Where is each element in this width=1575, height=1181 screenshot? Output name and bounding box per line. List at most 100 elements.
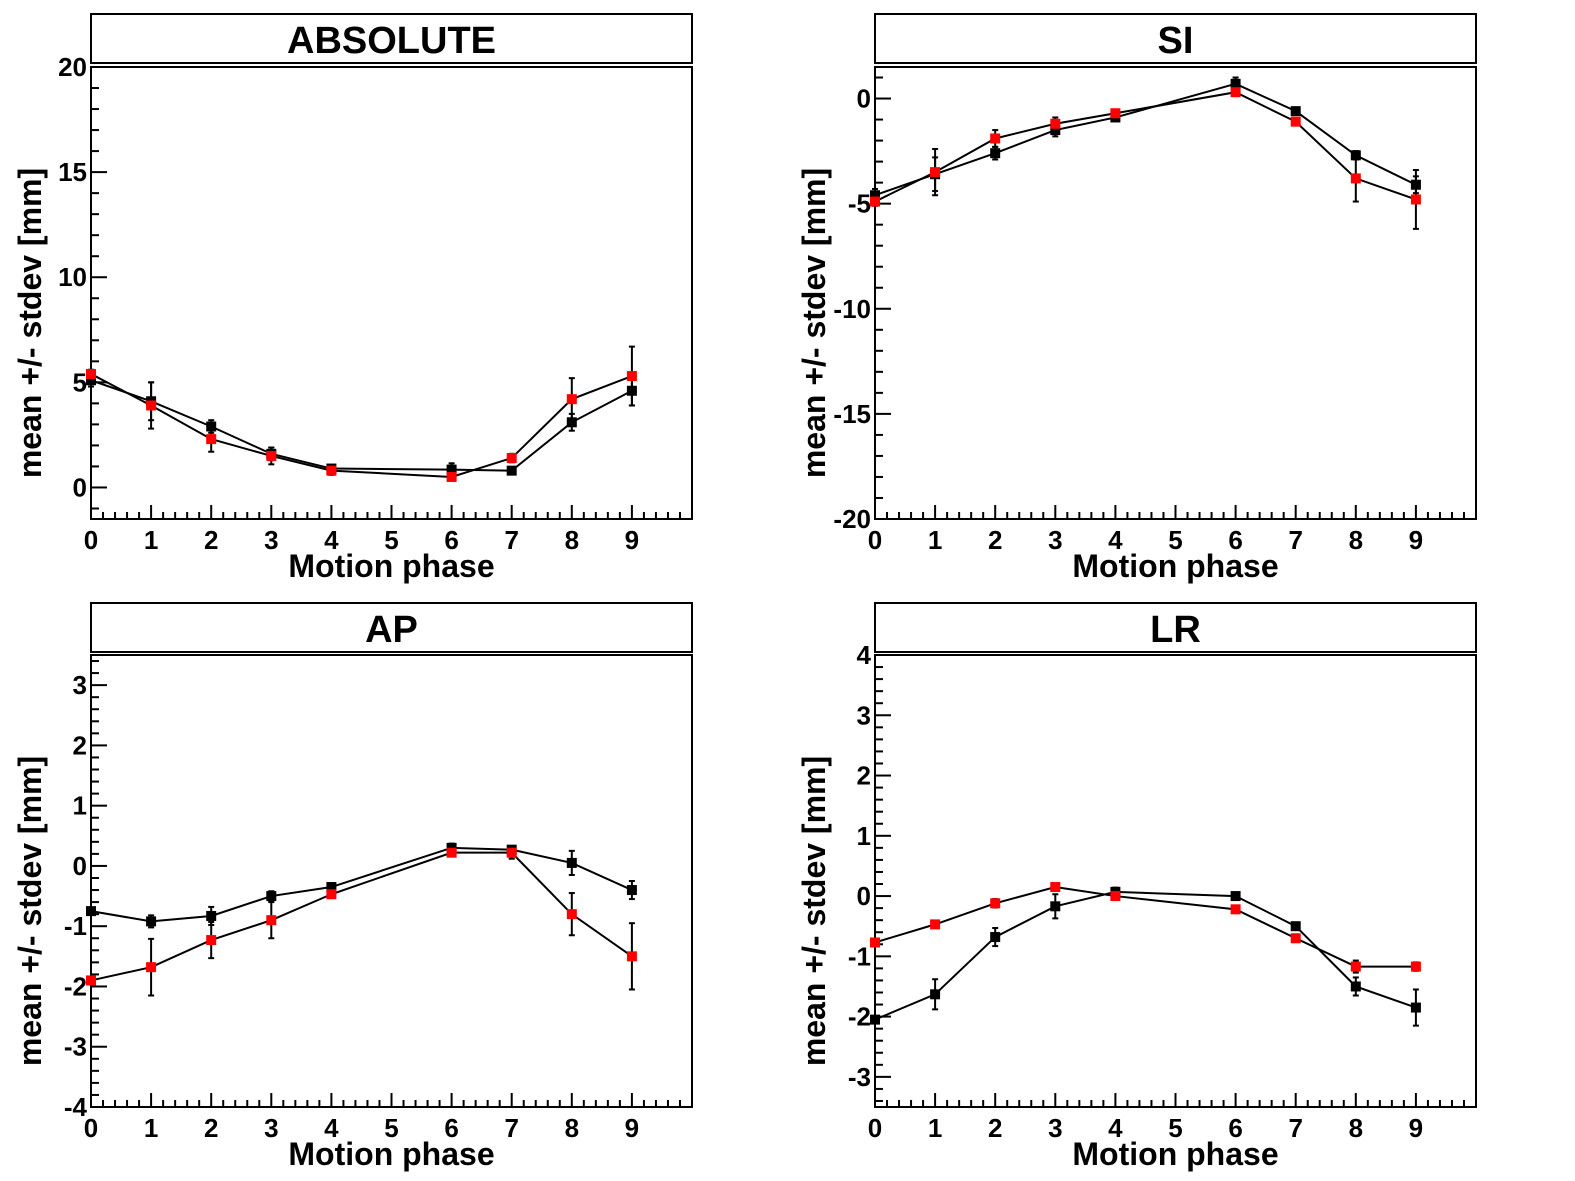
data-point [990, 898, 1001, 909]
x-axis-label: Motion phase [288, 1136, 494, 1172]
series-red [870, 87, 1421, 230]
y-tick-label: 3 [857, 700, 871, 730]
series-black [86, 372, 637, 477]
x-tick-label: 8 [565, 1113, 579, 1143]
data-point [566, 417, 577, 428]
data-point [1350, 961, 1361, 972]
x-tick-label: 7 [504, 525, 518, 555]
data-point [146, 962, 157, 973]
x-tick-label: 8 [1349, 525, 1363, 555]
x-tick-label: 7 [1288, 1113, 1302, 1143]
data-point [870, 1014, 880, 1025]
data-point [930, 989, 941, 1000]
data-point [566, 394, 577, 405]
y-axis-label: mean +/- stdev [mm] [12, 168, 48, 478]
x-tick-label: 9 [1409, 525, 1423, 555]
series-line [874, 91, 1417, 203]
chart-panel-absolute: ABSOLUTE 0 1 2 3 4 5 6 7 8 9 0 5 10 15 20 Motion phase me… [12, 13, 693, 584]
x-tick-label: 5 [384, 1113, 398, 1143]
data-point [146, 400, 157, 411]
data-point [1230, 87, 1241, 98]
y-tick-label: -5 [848, 189, 871, 219]
x-tick-label: 5 [384, 525, 398, 555]
y-tick-label: 1 [857, 821, 871, 851]
data-point [1050, 118, 1061, 129]
data-point [566, 909, 577, 920]
data-point [206, 910, 217, 921]
series-line [90, 379, 633, 472]
data-point [1230, 891, 1241, 902]
data-point [146, 916, 157, 927]
data-point [1290, 116, 1301, 127]
data-point [86, 906, 96, 917]
y-tick-label: 1 [73, 791, 87, 821]
data-point [1230, 904, 1241, 915]
data-point [86, 368, 96, 379]
x-tick-label: 9 [625, 525, 639, 555]
y-axis-label: mean +/- stdev [mm] [796, 756, 832, 1066]
chart-title: SI [1158, 20, 1194, 62]
y-tick-label: -10 [833, 294, 871, 324]
x-tick-label: 4 [324, 525, 339, 555]
data-point [1230, 78, 1241, 89]
x-tick-label: 9 [625, 1113, 639, 1143]
y-tick-label: 2 [73, 730, 87, 760]
x-tick-label: 0 [84, 1113, 98, 1143]
x-axis-label: Motion phase [1072, 548, 1278, 584]
x-tick-label: 0 [868, 525, 882, 555]
data-point [1050, 901, 1061, 912]
series-line [874, 82, 1417, 197]
data-point [1290, 933, 1301, 944]
x-tick-label: 6 [444, 1113, 458, 1143]
y-tick-label: 2 [857, 761, 871, 791]
y-tick-label: -1 [64, 911, 87, 941]
x-tick-label: 6 [1228, 525, 1242, 555]
x-tick-label: 8 [565, 525, 579, 555]
x-tick-label: 0 [868, 1113, 882, 1143]
y-tick-label: 4 [857, 640, 872, 670]
data-point [1110, 891, 1121, 902]
data-point [1350, 173, 1361, 184]
data-point [1410, 1002, 1421, 1013]
y-tick-label: 0 [73, 472, 87, 502]
x-tick-label: 5 [1168, 1113, 1182, 1143]
series-black [870, 76, 1421, 203]
y-tick-label: -2 [848, 1002, 871, 1032]
x-tick-label: 6 [444, 525, 458, 555]
x-tick-label: 1 [928, 1113, 942, 1143]
x-tick-label: 3 [1048, 1113, 1062, 1143]
data-point [1050, 882, 1061, 893]
data-point [206, 434, 217, 445]
y-tick-label: -3 [848, 1062, 871, 1092]
y-tick-label: -3 [64, 1032, 87, 1062]
x-tick-label: 6 [1228, 1113, 1242, 1143]
y-axis-label: mean +/- stdev [mm] [796, 168, 832, 478]
series-red [870, 882, 1421, 974]
data-point [930, 167, 941, 178]
y-tick-label: 0 [857, 84, 871, 114]
y-tick-label: -1 [848, 941, 871, 971]
data-point [870, 196, 880, 207]
x-tick-label: 8 [1349, 1113, 1363, 1143]
chart-title: AP [365, 609, 418, 651]
x-tick-label: 0 [84, 525, 98, 555]
series-black [870, 886, 1421, 1027]
x-tick-label: 1 [928, 525, 942, 555]
data-point [266, 891, 277, 902]
series-line [90, 373, 633, 478]
x-tick-label: 5 [1168, 525, 1182, 555]
y-tick-label: 3 [73, 670, 87, 700]
plot-frame [90, 654, 693, 1108]
chart-panel-ap: AP 0 1 2 3 4 5 6 7 8 9 -4 -3 -2 -1 0 1 2 3 Motion phase mean… [12, 602, 693, 1172]
y-tick-label: -20 [833, 504, 871, 534]
y-axis-label: mean +/- stdev [mm] [12, 756, 48, 1066]
data-point [266, 915, 277, 926]
chart-title: LR [1150, 609, 1201, 651]
data-point [626, 951, 637, 962]
data-point [326, 465, 337, 476]
series-red [86, 845, 637, 997]
data-point [870, 190, 880, 201]
x-tick-label: 1 [144, 525, 158, 555]
data-point [990, 148, 1001, 159]
